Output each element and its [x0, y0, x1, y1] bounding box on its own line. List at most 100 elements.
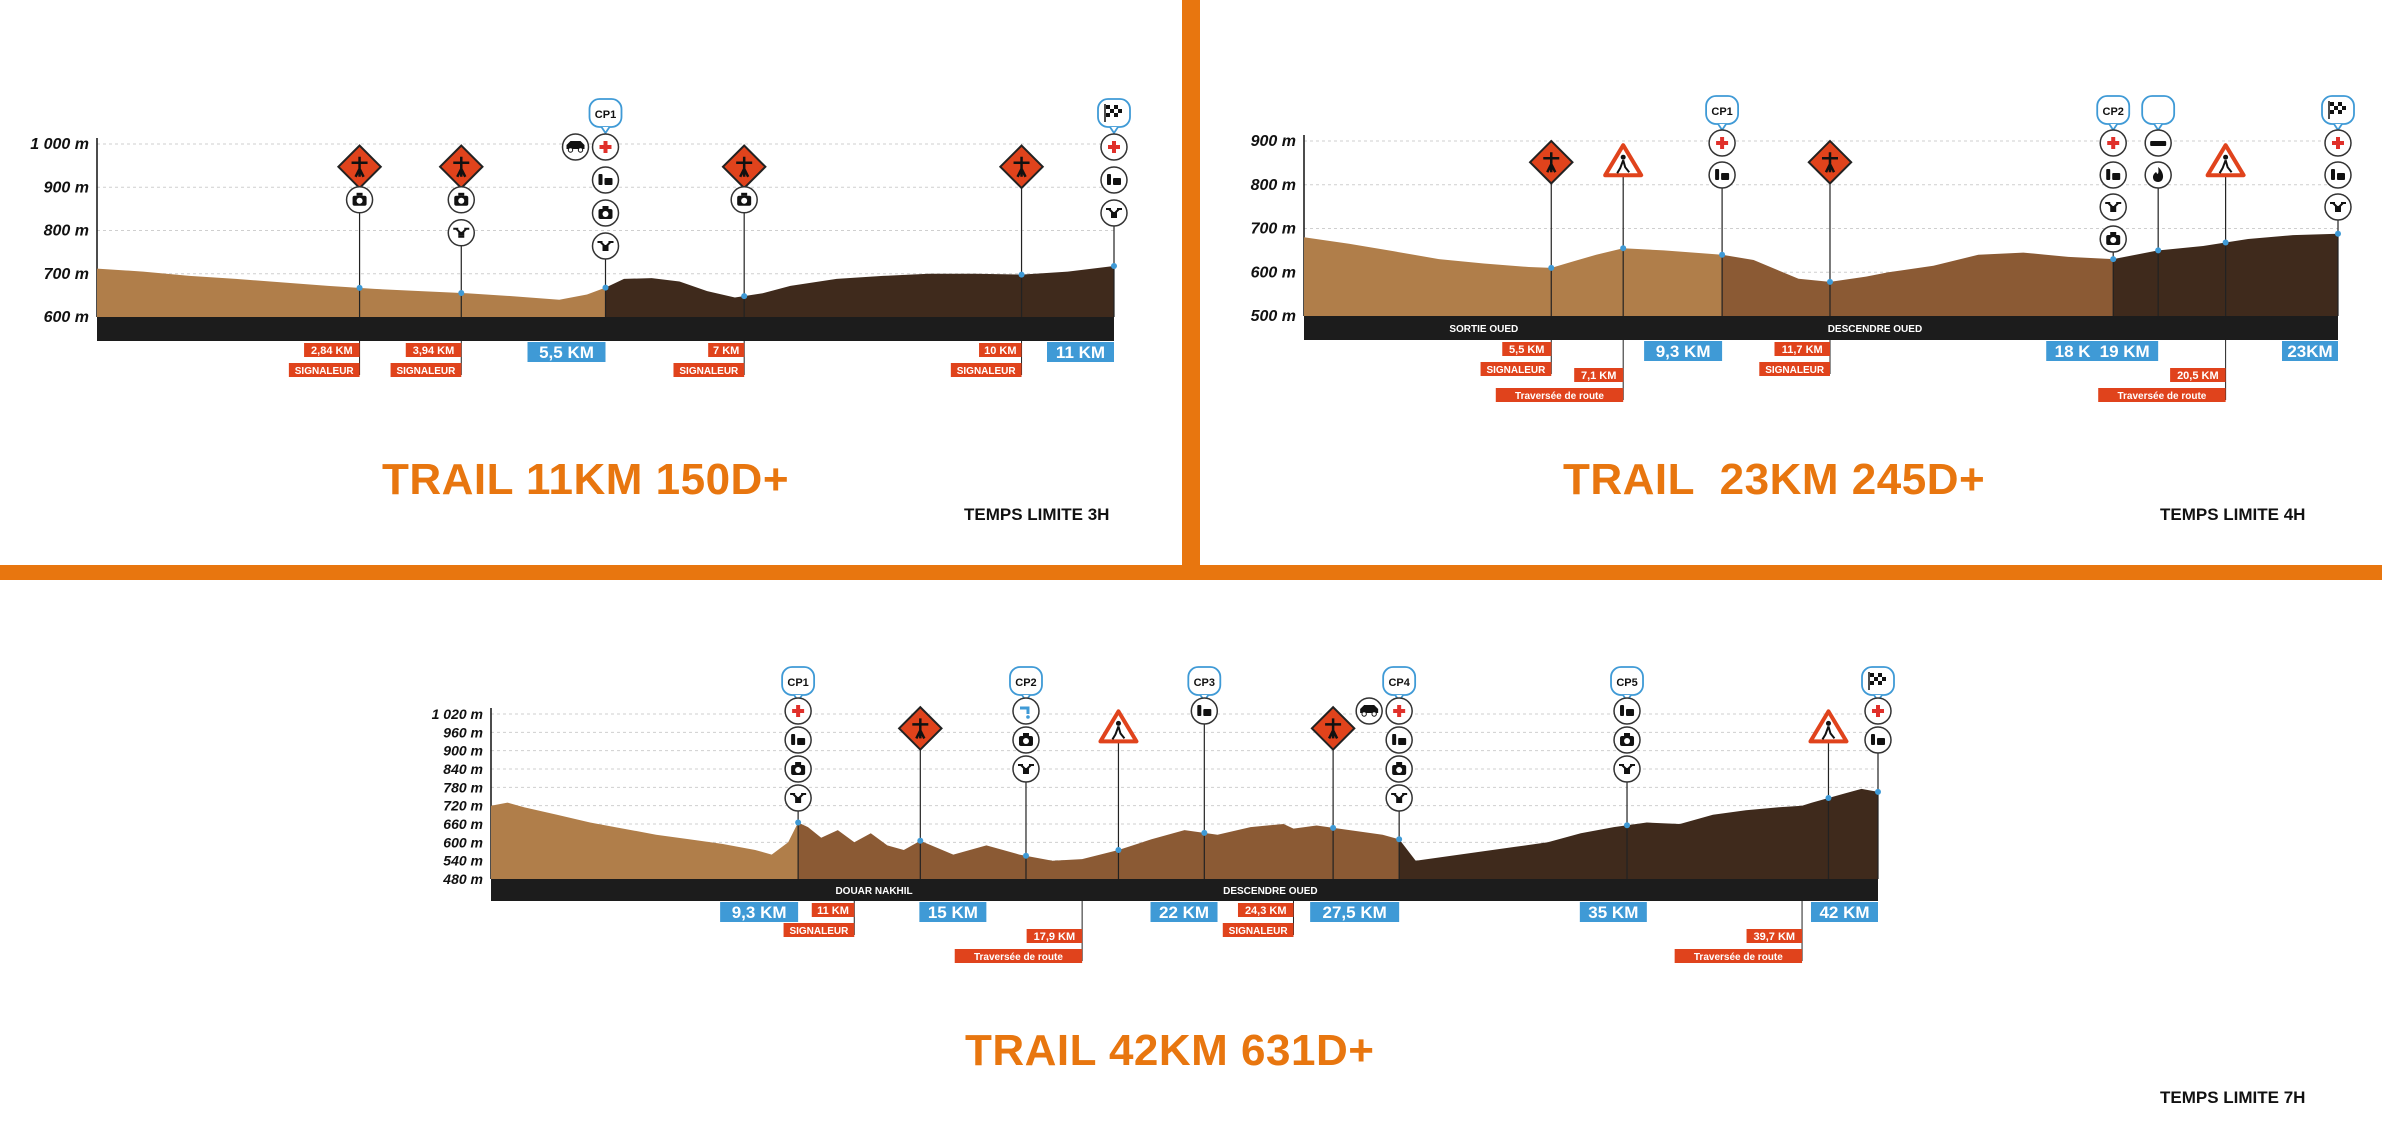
checkpoint-badge-icon [2096, 95, 2131, 132]
terrain-point [1018, 271, 1025, 278]
marker-post [561, 98, 623, 317]
signal-tag-label: SIGNALEUR [1486, 365, 1546, 376]
signal-km-label: 5,5 KM [1509, 344, 1544, 356]
signal-km-box [708, 343, 745, 357]
y-tick-label: 840 m [443, 761, 483, 777]
chart-title: TRAIL 23KM 245D+ [1563, 455, 1986, 504]
terrain-point [917, 837, 924, 844]
marker-post [1807, 139, 1853, 316]
terrain-point [2155, 247, 2162, 254]
terrain-point [1719, 251, 1726, 258]
marker-post [1808, 709, 1849, 879]
marker-post [1097, 98, 1131, 317]
checkpoint-label: CP2 [1015, 677, 1036, 689]
pedestrian-warning-icon [2205, 143, 2246, 178]
signal-km-box [405, 343, 462, 357]
signal-tag-box [1222, 923, 1294, 937]
terrain-point [458, 289, 465, 296]
signal-tag-label: SIGNALEUR [957, 366, 1017, 377]
marker-post [2321, 95, 2355, 316]
signal-tag-box [954, 949, 1083, 963]
trail-23km-panel: 900 m 800 m 700 m 600 m 500 m SORTIE OUED DESC… [1200, 0, 2382, 565]
marker-post [1861, 666, 1895, 879]
drone-icon [447, 219, 476, 247]
checkpoint-label: CP1 [595, 109, 616, 121]
signal-km-label: 17,9 KM [1034, 931, 1076, 943]
medical-cross-icon [1100, 133, 1128, 161]
medical-cross-icon [1385, 697, 1413, 725]
signal-tag-label: Traversée de route [1694, 952, 1783, 963]
km-marker-box [2282, 341, 2338, 361]
band-label: DOUAR NAKHIL [835, 886, 912, 897]
band-label: DESCENDRE OUED [1828, 324, 1922, 335]
drone-icon [784, 784, 812, 812]
water-refill-icon [1708, 161, 1736, 189]
marker-post [2141, 95, 2176, 316]
vertical-divider [1182, 0, 1200, 565]
y-tick-label: 500 m [1251, 308, 1296, 325]
terrain-point [602, 284, 609, 291]
km-marker-label: 19 KM [2100, 342, 2150, 361]
km-marker-label: 35 KM [1588, 903, 1638, 922]
y-tick-label: 1 020 m [432, 706, 483, 722]
terrain-point [1201, 829, 1208, 836]
signal-km-box [979, 343, 1022, 357]
medical-cross-icon [1864, 697, 1892, 725]
signal-km-label: 7 KM [713, 345, 739, 357]
signal-tag-label: SIGNALEUR [295, 366, 355, 377]
camera-icon [591, 199, 620, 227]
y-tick-label: 800 m [1251, 177, 1296, 194]
trail-23km-profile-chart: 900 m 800 m 700 m 600 m 500 m SORTIE OUED DESC… [1251, 95, 2355, 402]
marker-post [1610, 666, 1644, 879]
y-tick-label: 900 m [443, 743, 483, 759]
camera-icon [730, 186, 758, 214]
medical-cross-icon [591, 133, 620, 161]
signal-tag-label: SIGNALEUR [1765, 365, 1825, 376]
time-limit: TEMPS LIMITE 3H [964, 505, 1110, 524]
time-limit: TEMPS LIMITE 4H [2160, 505, 2306, 524]
y-tick-label: 800 m [44, 223, 89, 240]
km-marker-label: 23KM [2287, 342, 2332, 361]
checkpoint-badge-icon [588, 98, 623, 135]
signal-tag-box [1495, 388, 1624, 402]
y-tick-label: 900 m [1251, 133, 1296, 150]
car-icon [561, 133, 590, 161]
signal-tag-box [673, 363, 745, 377]
medical-cross-icon [784, 697, 812, 725]
drone-icon [1012, 755, 1040, 783]
signal-tag-label: Traversée de route [2117, 391, 2206, 402]
y-tick-label: 600 m [1251, 264, 1296, 281]
pedestrian-warning-icon [1603, 143, 1644, 178]
terrain-point [1022, 852, 1029, 859]
drone-icon [1100, 199, 1128, 227]
signal-km-label: 39,7 KM [1754, 931, 1796, 943]
signal-km-box [304, 343, 360, 357]
km-marker-box [1150, 902, 1218, 922]
signal-tag-label: SIGNALEUR [1229, 926, 1289, 937]
y-tick-label: 900 m [44, 179, 89, 196]
drone-icon [1613, 755, 1641, 783]
terrain-point [2110, 256, 2117, 263]
water-refill-icon [1100, 166, 1128, 194]
checkpoint-label: CP3 [1194, 677, 1215, 689]
signal-tag-box [950, 363, 1022, 377]
finish-flag-icon [1097, 98, 1131, 135]
marker-post [721, 144, 767, 317]
y-tick-label: 600 m [44, 309, 89, 326]
time-limit: TEMPS LIMITE 7H [2160, 1088, 2306, 1107]
horizontal-divider [0, 565, 2382, 580]
chart-title: TRAIL 42KM 631D+ [965, 1026, 1375, 1075]
signal-km-box [1026, 929, 1083, 943]
camera-icon [1012, 726, 1040, 754]
km-marker-label: 9,3 KM [1656, 342, 1711, 361]
km-marker-label: 15 KM [928, 903, 978, 922]
signal-km-label: 11,7 KM [1782, 344, 1823, 356]
signal-tag-box [1759, 362, 1830, 376]
signal-tag-label: SIGNALEUR [396, 366, 456, 377]
marker-post [2205, 143, 2246, 316]
km-marker-box [2091, 341, 2159, 361]
terrain-point [795, 819, 802, 826]
finish-flag-icon [1861, 666, 1895, 703]
terrain-segment-dark [1399, 788, 1878, 879]
water-refill-icon [2099, 161, 2127, 189]
